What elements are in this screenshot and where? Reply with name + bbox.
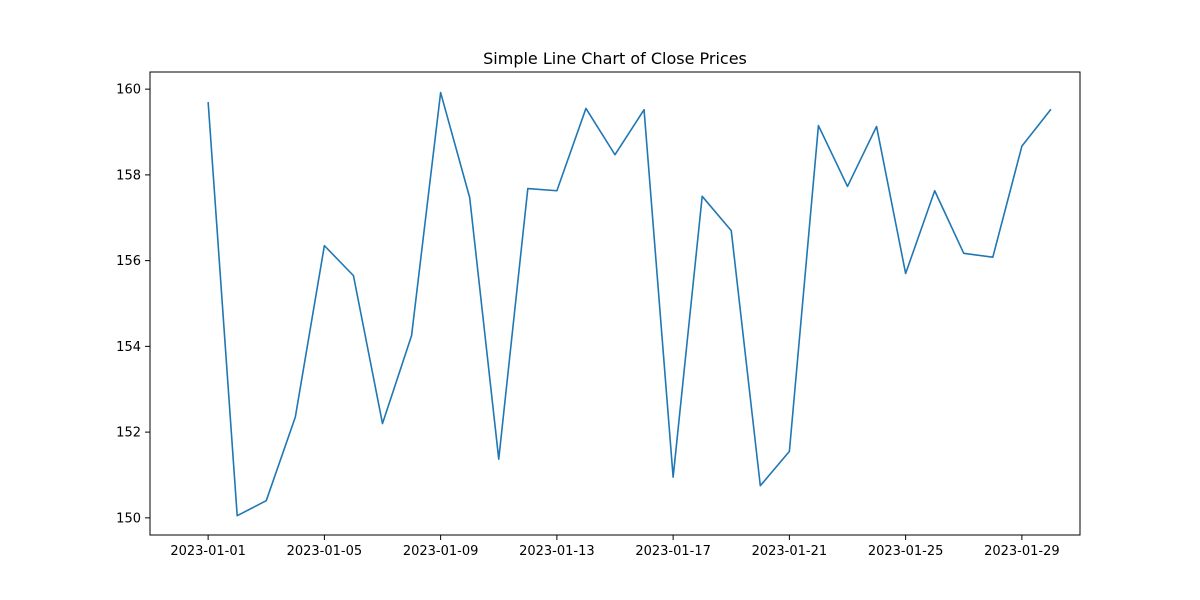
- y-axis: 150 152 154 156 158 160: [116, 83, 150, 526]
- x-tick-label: 2023-01-21: [752, 544, 828, 559]
- x-tick-label: 2023-01-29: [984, 544, 1060, 559]
- x-tick-label: 2023-01-05: [287, 544, 363, 559]
- y-tick-label: 150: [116, 511, 141, 526]
- y-tick-label: 156: [116, 254, 141, 269]
- y-tick-label: 160: [116, 83, 141, 98]
- x-tick-label: 2023-01-17: [635, 544, 711, 559]
- y-tick-label: 152: [116, 426, 141, 441]
- plot-area: [207, 91, 1052, 517]
- x-axis: 2023-01-01 2023-01-05 2023-01-09 2023-01-13…: [170, 535, 1060, 559]
- x-tick-label: 2023-01-09: [403, 544, 479, 559]
- y-tick-label: 154: [116, 340, 141, 355]
- chart-title: Simple Line Chart of Close Prices: [483, 49, 747, 68]
- axes-frame: [149, 71, 1081, 536]
- y-tick-label: 158: [116, 168, 141, 183]
- series-line-0: [207, 91, 1052, 517]
- x-tick-label: 2023-01-13: [519, 544, 595, 559]
- x-tick-label: 2023-01-25: [868, 544, 944, 559]
- x-tick-label: 2023-01-01: [170, 544, 246, 559]
